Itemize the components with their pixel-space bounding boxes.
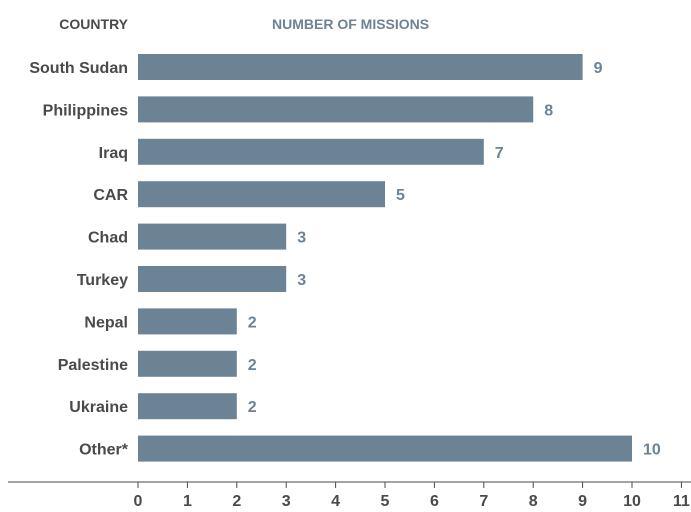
bar xyxy=(138,350,237,377)
data-label: 2 xyxy=(248,314,257,331)
bar xyxy=(138,393,237,420)
bar xyxy=(138,266,287,292)
bar xyxy=(138,96,534,123)
category-label: Turkey xyxy=(77,272,128,289)
x-tick-label: 3 xyxy=(282,493,291,510)
x-tick-label: 4 xyxy=(331,493,340,510)
category-label: Nepal xyxy=(84,314,128,331)
x-tick-label: 0 xyxy=(134,493,143,510)
bar xyxy=(138,181,385,208)
x-tick-label: 11 xyxy=(673,493,690,510)
category-label: Ukraine xyxy=(69,399,128,416)
category-label: Iraq xyxy=(99,145,128,162)
x-tick-label: 5 xyxy=(381,493,390,510)
bar xyxy=(138,308,237,335)
data-label: 5 xyxy=(396,187,405,204)
category-label: Chad xyxy=(88,230,128,247)
category-label: Philippines xyxy=(43,102,128,119)
bar xyxy=(138,223,287,250)
data-label: 3 xyxy=(297,272,306,289)
x-tick-label: 6 xyxy=(430,493,439,510)
value-header: NUMBER OF MISSIONS xyxy=(272,16,429,32)
data-label: 9 xyxy=(594,60,603,77)
data-label: 10 xyxy=(643,442,661,459)
category-header: COUNTRY xyxy=(59,16,128,32)
category-label: South Sudan xyxy=(29,60,128,77)
bar xyxy=(138,138,484,165)
category-label: Palestine xyxy=(58,357,128,374)
x-tick-label: 1 xyxy=(183,493,192,510)
category-label: CAR xyxy=(93,187,128,204)
x-tick-label: 8 xyxy=(529,493,538,510)
x-tick-label: 2 xyxy=(232,493,241,510)
data-label: 7 xyxy=(495,145,504,162)
x-tick-label: 7 xyxy=(479,493,488,510)
data-label: 3 xyxy=(297,230,306,247)
category-label: Other* xyxy=(79,442,129,459)
bar xyxy=(138,54,583,80)
x-axis: 0 1 2 3 4 5 6 7 8 9 10 11 xyxy=(8,481,691,510)
data-label: 8 xyxy=(544,102,553,119)
x-tick-label: 10 xyxy=(623,493,641,510)
bar xyxy=(138,435,632,462)
data-label: 2 xyxy=(248,399,257,416)
x-tick-label: 9 xyxy=(578,493,587,510)
data-label: 2 xyxy=(248,357,257,374)
bars-layer: South Sudan 9 Philippines 8 Iraq 7 CAR 5 Chad 3 Tu… xyxy=(29,54,661,462)
